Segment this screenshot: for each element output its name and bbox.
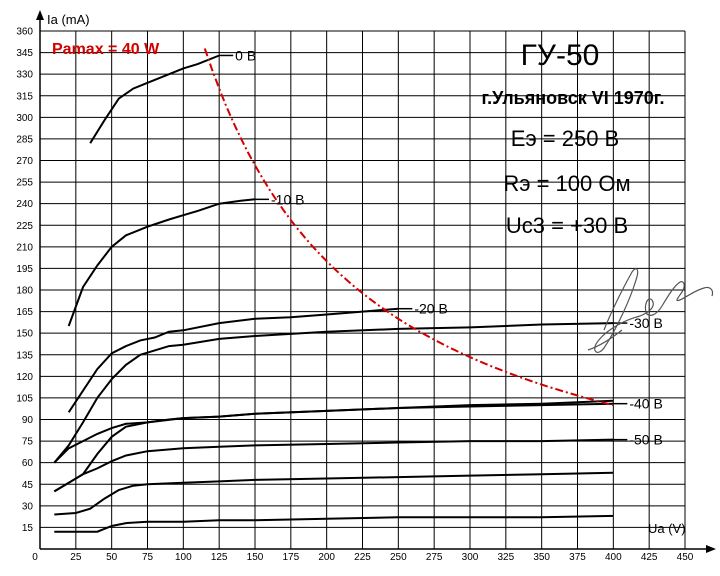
x-tick-label: 450: [677, 552, 694, 563]
curve-label: -10 В: [271, 191, 304, 207]
y-tick-label: 180: [16, 286, 33, 297]
y-tick-label: 75: [22, 437, 34, 448]
y-tick-label: 330: [16, 70, 33, 81]
x-tick-label: 100: [175, 552, 192, 563]
pmax-curve: [203, 48, 614, 407]
y-tick-label: 105: [16, 393, 33, 404]
x-tick-label: 275: [426, 552, 443, 563]
curve-label: -20 В: [414, 301, 447, 317]
y-tick-label: 90: [22, 415, 34, 426]
curve-line-low: [54, 471, 614, 516]
curve-label: -40 В: [629, 396, 662, 412]
x-tick-label: 50: [106, 552, 118, 563]
curve-line: [53, 322, 614, 464]
x-tick-label: 25: [70, 552, 82, 563]
axes: [36, 10, 716, 553]
x-tick-label: 250: [390, 552, 407, 563]
pmax-label: Pamax = 40 W: [52, 41, 160, 58]
x-tick-label: 175: [282, 552, 299, 563]
pmax-hyperbola: [203, 48, 614, 407]
x-axis-arrow: [706, 545, 716, 553]
x-tick-label: 300: [462, 552, 479, 563]
y-tick-label: 45: [22, 480, 34, 491]
y-tick-label: 195: [16, 264, 33, 275]
y-tick-label: 270: [16, 156, 33, 167]
y-axis-arrow: [36, 10, 44, 20]
x-tick-label: 400: [605, 552, 622, 563]
annotation-rg: Rэ = 100 Ом: [503, 171, 630, 196]
y-tick-label: 60: [22, 458, 34, 469]
y-tick-label: 345: [16, 48, 33, 59]
tick-labels: 0 25 50 75 100 125 150 175 200 225 250 275 300 325 350…: [16, 27, 693, 564]
tube-subtitle: г.Ульяновск VI 1970г.: [481, 88, 664, 108]
y-tick-label: 210: [16, 242, 33, 253]
x-tick-label: 0: [32, 552, 38, 563]
curve-line-low: [53, 399, 614, 493]
grid: [40, 30, 686, 549]
curve-line-low: [54, 514, 614, 533]
y-tick-label: 240: [16, 199, 33, 210]
curve-labels: 0 В -10 В -20 В -30 В -40 В -50 В: [219, 47, 663, 448]
curve-line: [67, 307, 399, 413]
curve-label: -30 В: [629, 315, 662, 331]
x-tick-label: 200: [318, 552, 335, 563]
y-tick-label: 135: [16, 350, 33, 361]
y-tick-label: 285: [16, 134, 33, 145]
annotation-eg: Eэ = 250 В: [511, 126, 619, 151]
curve-line: [53, 438, 614, 493]
curve-label: -50 В: [629, 432, 662, 448]
y-axis-title: Ia (mA): [47, 12, 90, 27]
x-tick-label: 350: [533, 552, 550, 563]
y-tick-label: 315: [16, 91, 33, 102]
y-tick-label: 150: [16, 329, 33, 340]
x-tick-label: 225: [354, 552, 371, 563]
x-tick-label: 125: [211, 552, 228, 563]
y-tick-label: 360: [16, 27, 33, 38]
curve-label: 0 В: [235, 47, 256, 63]
x-axis-title: Ua (V): [648, 521, 686, 536]
y-tick-label: 300: [16, 113, 33, 124]
x-tick-label: 425: [641, 552, 658, 563]
x-tick-label: 375: [569, 552, 586, 563]
curve-line: [67, 198, 256, 327]
x-tick-label: 150: [247, 552, 264, 563]
x-tick-label: 325: [497, 552, 514, 563]
x-tick-label: 75: [142, 552, 154, 563]
signature: [587, 268, 714, 353]
y-tick-label: 225: [16, 221, 33, 232]
y-tick-label: 255: [16, 178, 33, 189]
y-tick-label: 120: [16, 372, 33, 383]
y-tick-label: 165: [16, 307, 33, 318]
y-tick-label: 15: [22, 523, 34, 534]
y-tick-label: 30: [22, 501, 34, 512]
curve-line: [89, 54, 220, 144]
tube-title: ГУ-50: [521, 39, 600, 72]
curves: [53, 54, 614, 533]
annotation-uc3: Uc3 = +30 В: [506, 213, 628, 238]
